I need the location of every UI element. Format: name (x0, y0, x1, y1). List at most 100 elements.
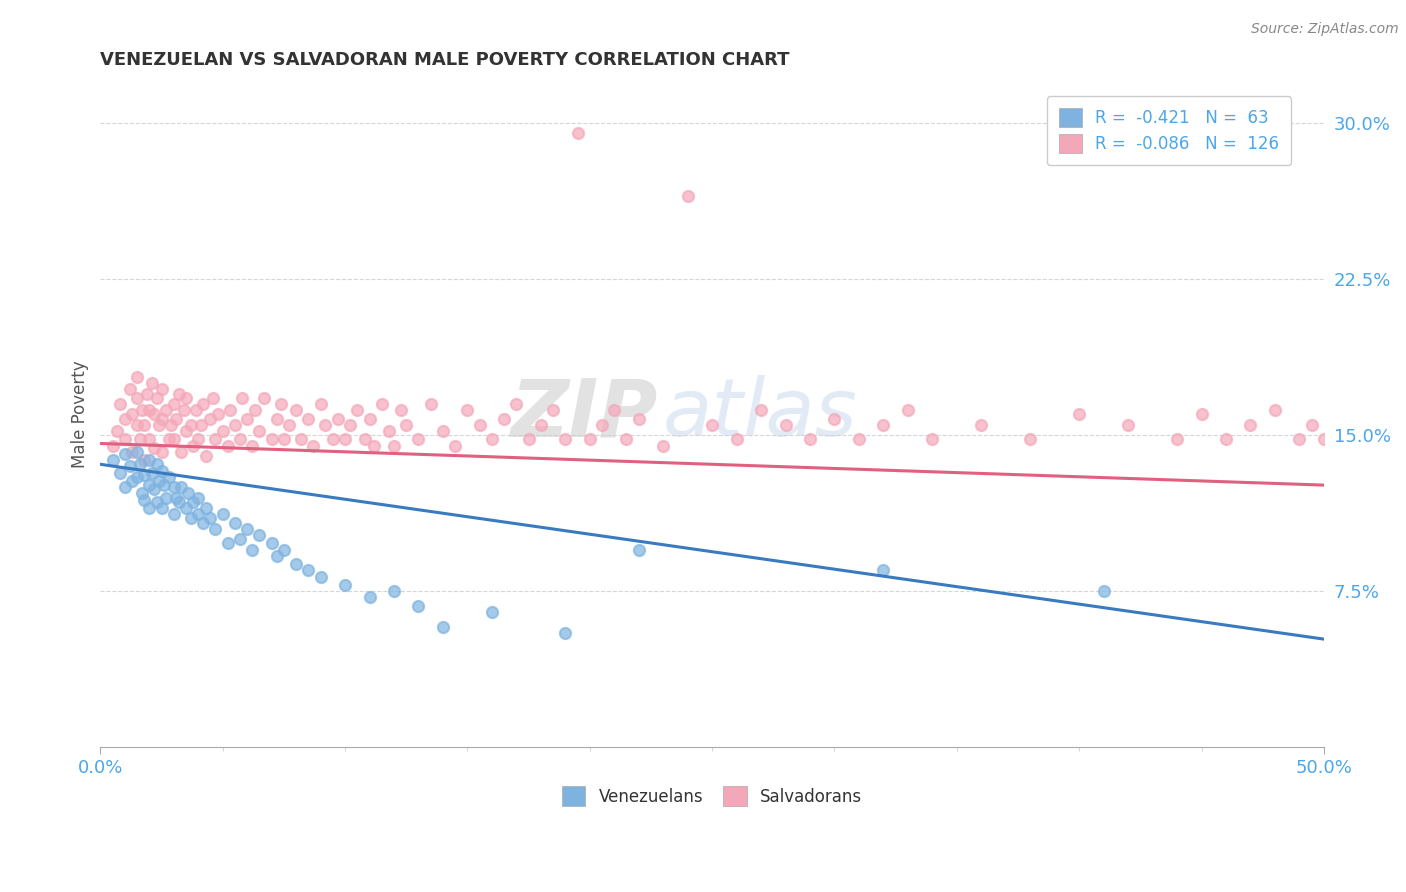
Point (141, 466, 163, 480)
Point (143, 441, 166, 455)
Point (481, 433, 503, 447)
Point (494, 411, 516, 425)
Point (148, 474, 170, 488)
Point (204, 433, 226, 447)
Point (260, 433, 283, 447)
Point (160, 417, 183, 432)
Point (253, 391, 276, 405)
Point (240, 439, 263, 453)
Point (652, 439, 675, 453)
Point (134, 492, 156, 507)
Point (150, 445, 173, 459)
Point (118, 459, 141, 474)
Point (138, 433, 160, 447)
Point (419, 397, 441, 411)
Point (1019, 433, 1042, 447)
Point (359, 411, 381, 425)
Point (174, 424, 197, 438)
Point (200, 411, 222, 425)
Point (211, 424, 233, 438)
Point (302, 439, 325, 453)
Point (567, 127, 589, 141)
Point (309, 570, 332, 584)
Point (201, 391, 224, 405)
Point (363, 439, 385, 453)
Point (872, 417, 894, 432)
Point (170, 445, 193, 459)
Point (207, 408, 229, 422)
Point (101, 453, 124, 467)
Point (148, 417, 170, 432)
Point (236, 411, 259, 425)
Point (1166, 433, 1188, 447)
Point (530, 417, 553, 432)
Point (180, 417, 202, 432)
Point (204, 522, 226, 536)
Point (191, 397, 214, 411)
Point (285, 403, 308, 417)
Point (1092, 584, 1115, 599)
Point (194, 501, 217, 516)
Point (170, 480, 193, 494)
Point (749, 403, 772, 417)
Point (150, 501, 173, 516)
Point (249, 424, 271, 438)
Point (676, 189, 699, 203)
Point (177, 486, 200, 500)
Point (322, 433, 344, 447)
Point (456, 403, 478, 417)
Point (138, 453, 160, 467)
Point (150, 411, 173, 425)
Point (131, 403, 153, 417)
Point (1288, 433, 1310, 447)
Point (114, 480, 136, 494)
Point (150, 464, 173, 478)
Point (339, 417, 361, 432)
Point (163, 508, 186, 522)
Point (194, 449, 217, 463)
Point (505, 397, 527, 411)
Point (138, 403, 160, 417)
Point (184, 403, 207, 417)
Point (346, 403, 368, 417)
Point (125, 417, 148, 432)
Point (1215, 433, 1237, 447)
Point (389, 403, 412, 417)
Text: VENEZUELAN VS SALVADORAN MALE POVERTY CORRELATION CHART: VENEZUELAN VS SALVADORAN MALE POVERTY CO… (100, 51, 790, 69)
Point (128, 433, 150, 447)
Point (1313, 433, 1336, 447)
Point (240, 542, 263, 557)
Point (174, 501, 197, 516)
Y-axis label: Male Poverty: Male Poverty (72, 360, 89, 468)
Point (285, 558, 308, 572)
Point (1264, 403, 1286, 417)
Point (517, 433, 540, 447)
Point (114, 433, 136, 447)
Point (970, 417, 993, 432)
Point (382, 584, 405, 599)
Point (243, 403, 266, 417)
Point (333, 433, 356, 447)
Point (211, 508, 233, 522)
Point (134, 467, 156, 482)
Point (627, 411, 650, 425)
Point (183, 439, 205, 453)
Point (799, 433, 821, 447)
Text: atlas: atlas (664, 376, 858, 453)
Point (217, 536, 239, 550)
Point (326, 411, 349, 425)
Point (187, 508, 209, 522)
Point (155, 403, 177, 417)
Point (541, 403, 564, 417)
Point (163, 397, 186, 411)
Point (432, 424, 454, 438)
Point (125, 391, 148, 405)
Point (165, 491, 187, 505)
Point (578, 433, 600, 447)
Point (353, 433, 375, 447)
Point (114, 447, 136, 461)
Point (290, 433, 312, 447)
Point (378, 424, 401, 438)
Legend: Venezuelans, Salvadorans: Venezuelans, Salvadorans (555, 780, 869, 813)
Point (266, 549, 288, 563)
